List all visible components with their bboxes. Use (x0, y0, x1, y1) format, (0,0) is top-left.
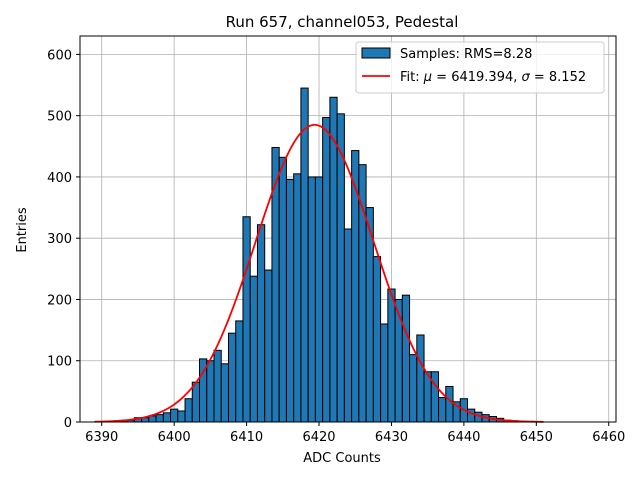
y-tick-label: 200 (47, 293, 72, 308)
histogram-bar (177, 410, 186, 423)
y-tick-label: 100 (47, 355, 72, 370)
legend-box (355, 41, 605, 94)
x-tick-label: 6430 (375, 430, 408, 445)
legend-patch-samples (361, 47, 391, 59)
x-tick-label: 6410 (230, 430, 263, 445)
histogram-bar (351, 150, 360, 423)
histogram-bar (401, 294, 411, 423)
histogram-bar (336, 113, 345, 423)
y-tick-label: 400 (47, 171, 72, 186)
y-tick-label: 300 (47, 232, 72, 247)
y-axis-label: Entries (15, 207, 30, 253)
histogram-bar (416, 334, 425, 423)
x-tick-label: 6440 (447, 430, 480, 445)
histogram-bars (104, 87, 534, 423)
x-tick-label: 6460 (592, 430, 625, 445)
histogram-bar (170, 408, 179, 423)
x-tick-label: 6390 (85, 430, 118, 445)
histogram-bar (235, 320, 244, 423)
plot-frame (79, 35, 617, 423)
histogram-bar (213, 349, 222, 423)
histogram-bar (220, 363, 229, 423)
histogram-bar (314, 176, 324, 423)
histogram-bar (445, 385, 454, 423)
fit-curve (94, 123, 544, 423)
histogram-bar (184, 398, 193, 423)
histogram-bar (394, 298, 403, 423)
histogram-bar (387, 288, 396, 423)
x-tick-label: 6420 (302, 430, 335, 445)
histogram-bar (155, 414, 164, 423)
histogram-bar (467, 408, 476, 423)
x-axis-label: ADC Counts (303, 451, 381, 466)
histogram-bar (278, 156, 287, 423)
y-axis-ticks: 0 100 200 300 400 500 600 (47, 48, 80, 431)
chart-title: Run 657, channel053, Pedestal (226, 13, 459, 31)
grid (80, 36, 616, 423)
histogram-bar (242, 216, 251, 423)
legend-label-fit: Fit: μ = 6419.394, σ = 8.152 (400, 70, 586, 85)
histogram-bar (285, 178, 295, 423)
fit-curve-line (94, 123, 544, 423)
histogram-bar (162, 412, 172, 423)
histogram-bar (227, 332, 237, 423)
histogram-bar (293, 173, 302, 423)
histogram-bar (438, 396, 447, 423)
x-tick-label: 6400 (158, 430, 191, 445)
y-tick-label: 0 (64, 416, 72, 431)
x-tick-label: 6450 (520, 430, 553, 445)
histogram-bar (264, 269, 273, 423)
x-axis-ticks: 6390 6400 6410 6420 6430 6440 6450 6460 (85, 422, 625, 445)
histogram-bar (307, 176, 316, 423)
y-tick-label: 600 (47, 48, 72, 63)
histogram-bar (380, 323, 389, 423)
histogram-bar (206, 360, 215, 423)
legend-label-samples: Samples: RMS=8.28 (400, 47, 532, 62)
histogram-bar (372, 256, 382, 423)
histogram-bar (249, 275, 258, 423)
histogram-bar (256, 224, 266, 423)
y-tick-label: 500 (47, 110, 72, 125)
histogram-bar (191, 381, 201, 423)
histogram-bar (329, 96, 338, 423)
histogram-bar (322, 116, 331, 423)
histogram-bar (409, 354, 418, 423)
histogram-bar (343, 228, 353, 423)
histogram-bar (300, 87, 309, 423)
histogram-bar (430, 371, 440, 423)
legend: Samples: RMS=8.28 Fit: μ = 6419.394, σ =… (355, 41, 605, 94)
